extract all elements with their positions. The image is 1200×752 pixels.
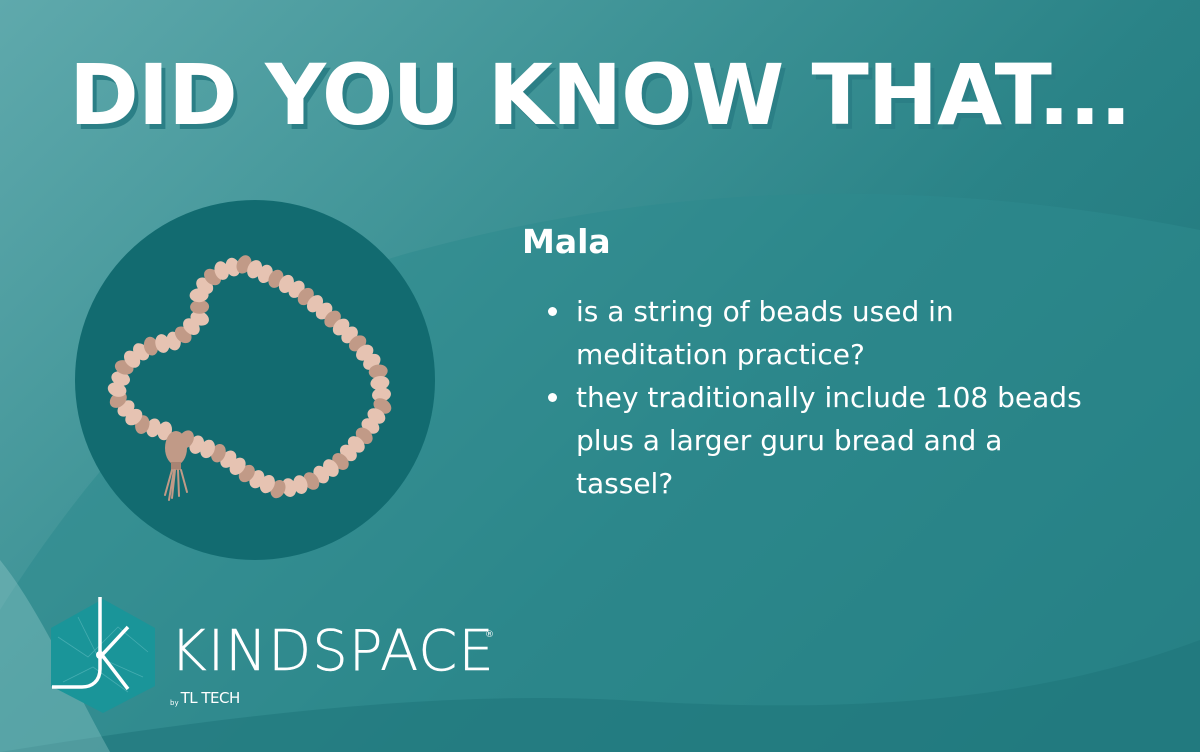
- kindspace-logo-icon: [48, 597, 158, 715]
- brand-name: KINDSPACE: [170, 624, 495, 680]
- byline-company: TL TECH: [181, 689, 240, 707]
- headline: DID YOU KNOW THAT...: [0, 46, 1200, 144]
- list-item: they traditionally include 108 beads plu…: [548, 376, 1108, 505]
- fact-text: is a string of beads used in meditation …: [576, 295, 954, 371]
- company-byline: by TL TECH: [170, 688, 240, 707]
- guru-bead-tassel: [165, 431, 187, 500]
- byline-by: by: [170, 699, 179, 707]
- registered-mark: ®: [485, 630, 494, 640]
- fact-text: they traditionally include 108 beads plu…: [576, 381, 1082, 500]
- mala-beads-icon: [75, 200, 435, 560]
- bullet-icon: [548, 393, 557, 402]
- fact-list: is a string of beads used in meditation …: [548, 290, 1108, 505]
- bullet-icon: [548, 307, 557, 316]
- list-item: is a string of beads used in meditation …: [548, 290, 1108, 376]
- fact-title: Mala: [522, 222, 611, 261]
